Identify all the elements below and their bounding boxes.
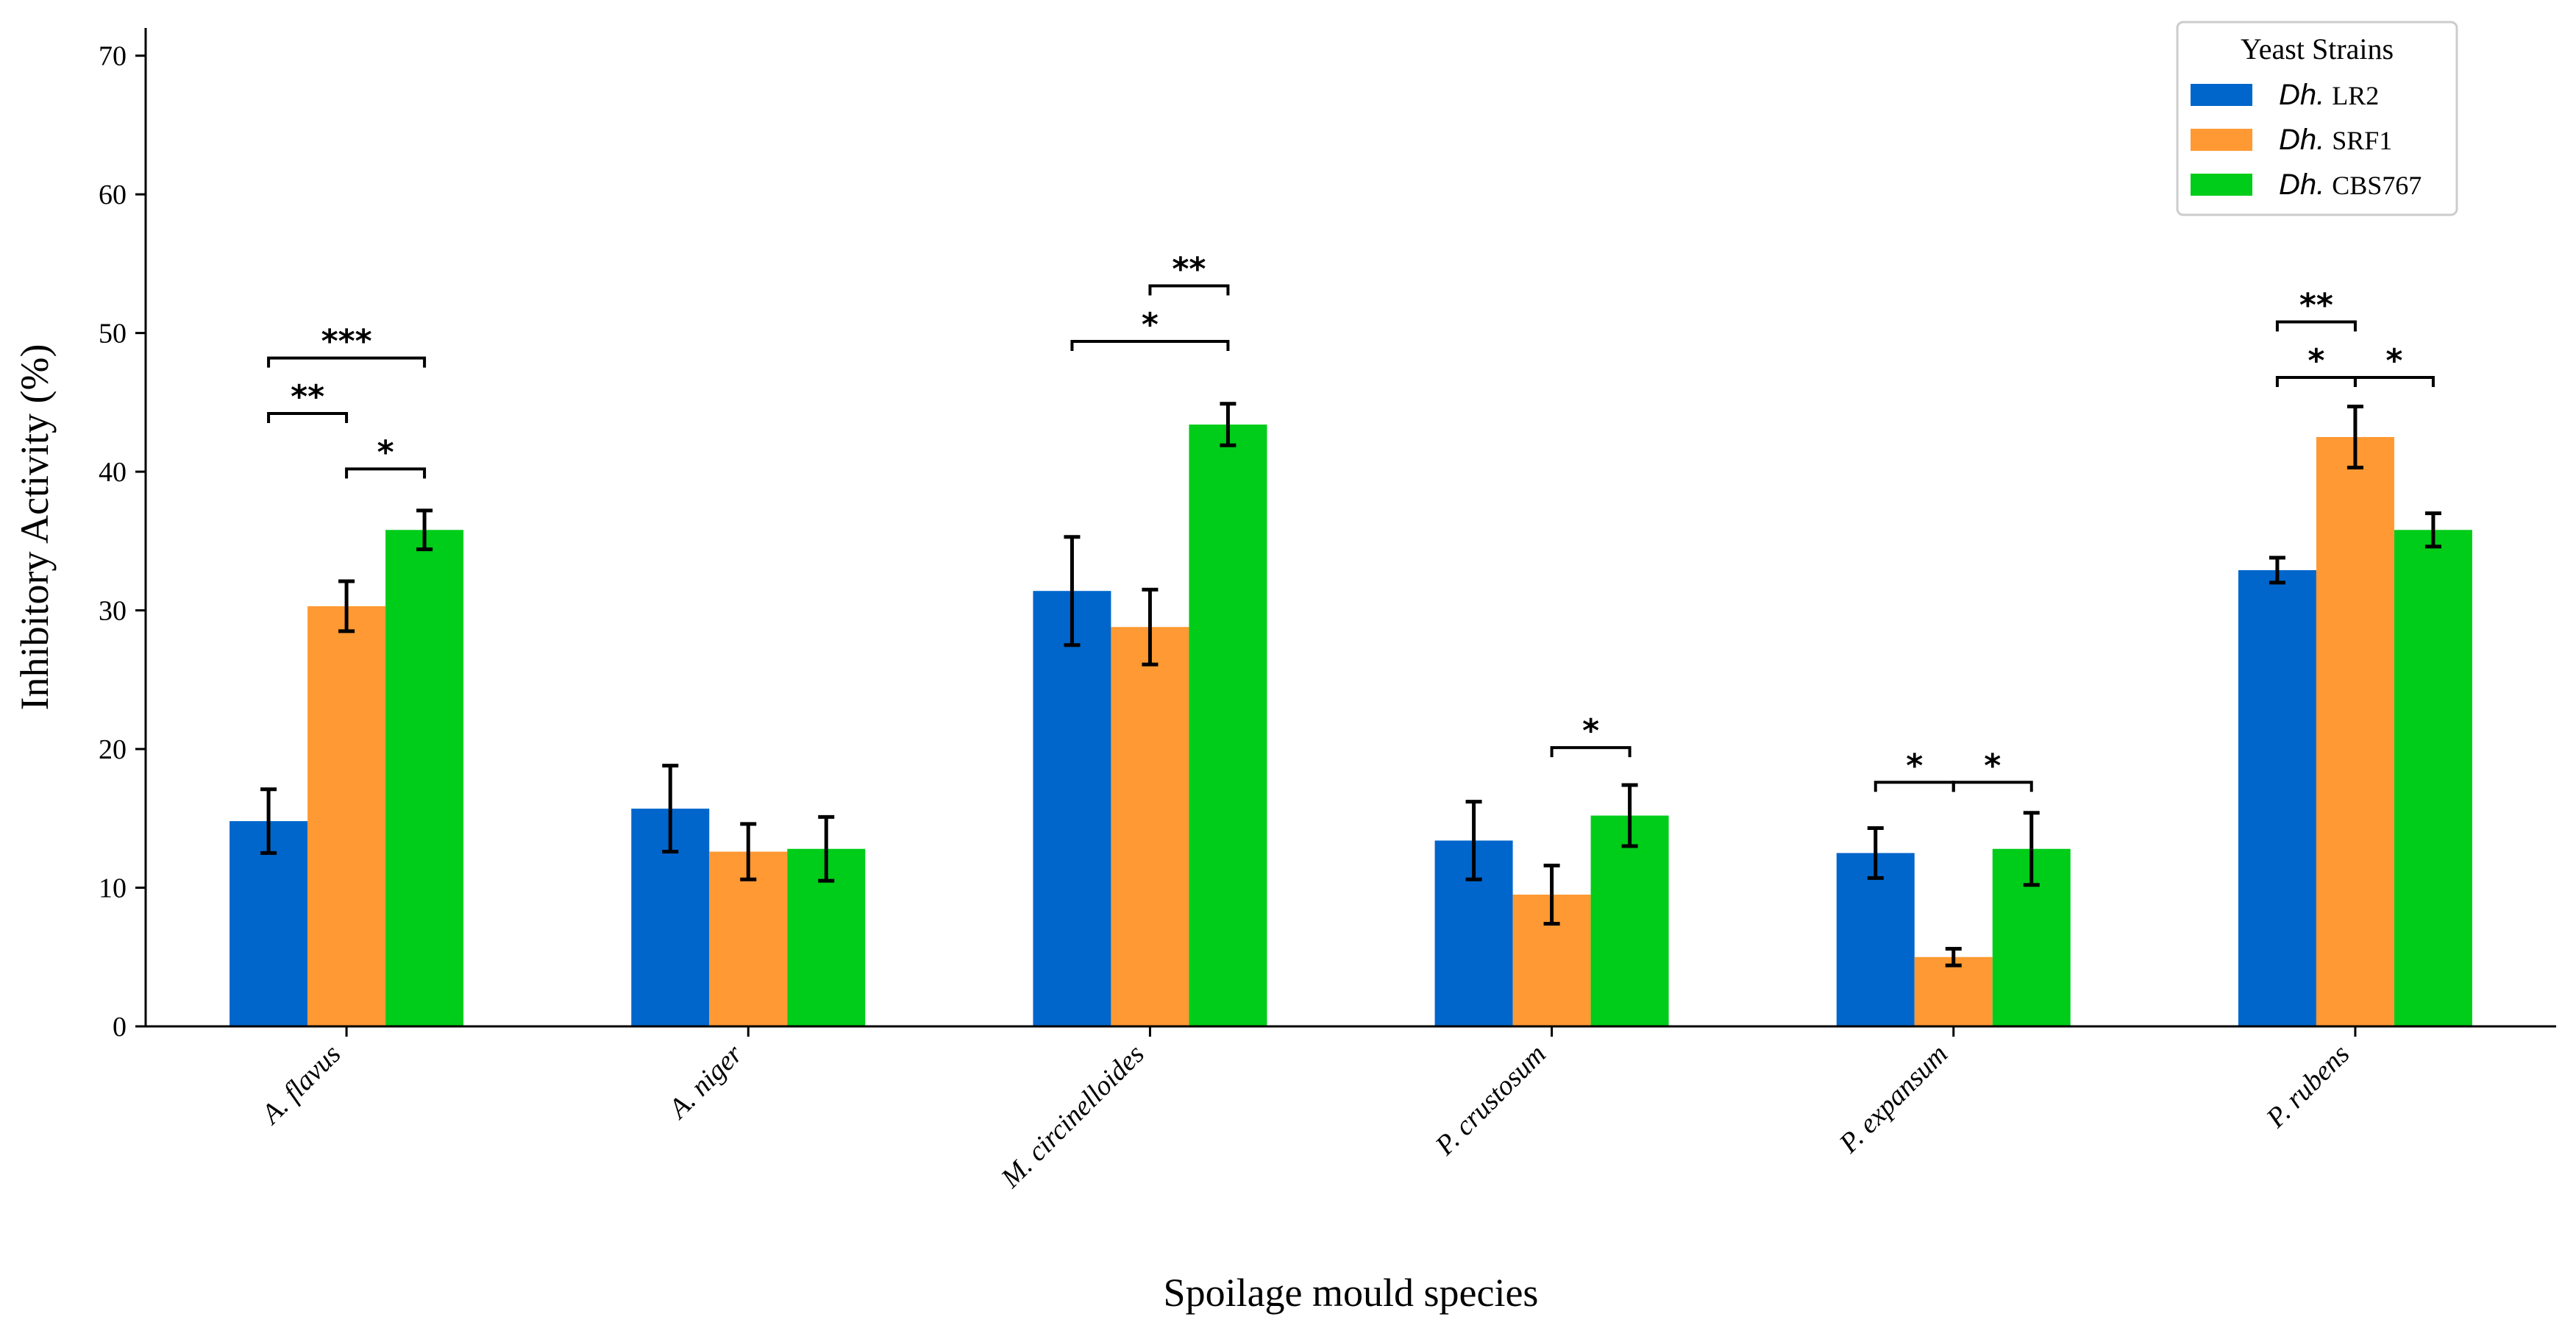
significance-bracket	[1070, 339, 1230, 351]
y-tick-label: 60	[99, 180, 127, 210]
y-tick-label: 70	[99, 41, 127, 72]
bar	[385, 530, 464, 1026]
significance-label: *	[1906, 747, 1923, 784]
y-tick-label: 0	[113, 1012, 127, 1043]
x-ticks: A. flavus A. niger M. circinelloides P. cru…	[255, 1026, 2357, 1194]
legend-entry-strain: SRF1	[2332, 126, 2392, 155]
y-ticks: 0 10 20 30 40 50 60 70	[99, 41, 146, 1043]
bars-layer	[230, 425, 2472, 1026]
significance-label: **	[1172, 251, 1206, 288]
bar	[2316, 436, 2394, 1026]
bar	[1590, 815, 1669, 1026]
bar	[2238, 569, 2316, 1026]
significance-label: ***	[321, 323, 372, 361]
significance-bracket	[1951, 781, 2033, 792]
x-tick-label: P. rubens	[2260, 1039, 2355, 1135]
significance-label: *	[1582, 712, 1599, 750]
x-tick-label: P. expansum	[1833, 1039, 1954, 1160]
legend-swatch	[2191, 129, 2252, 151]
bar	[230, 821, 308, 1026]
legend-title: Yeast Strains	[2241, 32, 2394, 65]
bar	[1111, 627, 1189, 1026]
significance-bracket	[1550, 746, 1632, 758]
significance-label: *	[377, 433, 394, 471]
legend-entry-label: Dh. CBS767	[2279, 168, 2422, 201]
legend-entry-strain: LR2	[2332, 81, 2379, 110]
legend-entry-genus: Dh.	[2279, 79, 2324, 111]
significance-bracket	[267, 411, 349, 423]
bar	[1033, 591, 1111, 1026]
significance-bracket	[1148, 284, 1230, 296]
significance-label: *	[2308, 342, 2324, 380]
bar	[1189, 425, 1267, 1026]
legend-entry-genus: Dh.	[2279, 168, 2324, 201]
y-tick-label: 30	[99, 596, 127, 627]
x-tick-label: A. niger	[661, 1039, 749, 1126]
bar	[2394, 530, 2472, 1026]
significance-label: **	[291, 378, 324, 416]
bar	[1836, 853, 1915, 1026]
legend-entry-label: Dh. SRF1	[2279, 124, 2392, 156]
legend-entry-label: Dh. LR2	[2279, 79, 2379, 111]
significance-bracket	[2275, 320, 2357, 332]
significance-label: *	[1142, 306, 1159, 344]
y-tick-label: 10	[99, 873, 127, 904]
significance-label: *	[2385, 342, 2402, 380]
y-tick-label: 40	[99, 457, 127, 488]
legend-frame	[2176, 21, 2458, 216]
significance-bracket	[345, 467, 427, 479]
significance-bracket	[2353, 375, 2435, 387]
legend: Yeast Strains Dh. LR2 Dh. SRF1 Dh. CBS767	[2176, 21, 2458, 216]
y-axis-title: Inhibitory Activity (%)	[13, 344, 57, 711]
bar	[1914, 956, 1993, 1026]
x-tick-label: A. flavus	[255, 1039, 347, 1132]
error-bars-layer	[260, 402, 2441, 968]
bar	[307, 606, 386, 1026]
legend-entry-strain: CBS767	[2332, 171, 2422, 200]
legend-swatch	[2191, 84, 2252, 106]
legend-entry-genus: Dh.	[2279, 124, 2324, 156]
significance-bracket	[267, 356, 427, 368]
y-tick-label: 20	[99, 734, 127, 765]
legend-swatch	[2191, 174, 2252, 196]
x-axis-title: Spoilage mould species	[1164, 1271, 1539, 1315]
x-tick-label: P. crustosum	[1429, 1039, 1552, 1162]
x-tick-label: M. circinelloides	[995, 1039, 1150, 1194]
significance-layer: *********** **** *	[267, 251, 2435, 792]
significance-label: *	[1984, 747, 2001, 784]
significance-label: **	[2299, 287, 2333, 324]
y-tick-label: 50	[99, 319, 127, 349]
